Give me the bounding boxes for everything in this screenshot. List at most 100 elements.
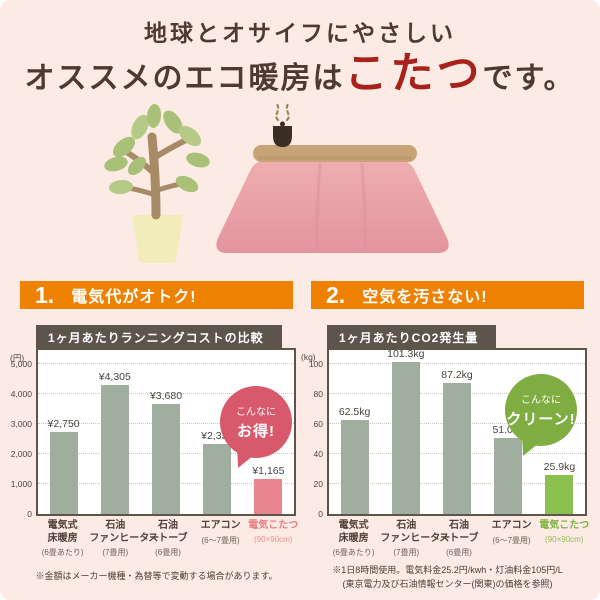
bar [100,384,129,514]
x-axis-category: エアコン (6〜7畳用) [195,520,247,558]
category-name: 電気式 床暖房 [338,520,369,544]
bar-slot: 101.3kg [380,348,431,514]
gridline [329,363,585,364]
bar-value-label: ¥2,750 [47,417,80,430]
x-axis-category: 電気こたつ (90×90cm) [247,520,299,558]
category-sub-label: (6〜7畳用) [201,535,240,545]
category-name: 電気式 床暖房 [47,520,78,544]
co2-section-banner: 2. 空気を汚さない! [311,281,584,309]
y-axis-tick-label: 40 [313,449,323,459]
x-axis-category: 石油 ファンヒーター (7畳用) [89,520,160,558]
x-axis-category: 石油 ストーブ (6畳用) [433,520,485,558]
category-name: 石油 ファンヒーター [89,520,160,544]
bar-value-label: ¥4,305 [98,370,131,383]
bar [391,362,420,514]
y-axis-unit: (円) [10,353,25,363]
badge-line2: お得! [237,423,275,440]
y-axis-tick-label: 3,000 [10,419,32,429]
y-axis-tick-label: 5,000 [10,359,32,369]
bar-value-label: 25.9kg [543,461,576,474]
category-sub-label: (6〜7畳用) [492,535,531,545]
bar-slot: 62.5kg [329,406,380,514]
category-sub-label: (7畳用) [102,548,129,557]
co2-x-axis-labels: 電気式 床暖房 (6畳あたり) 石油 ファンヒーター (7畳用) 石油 ストーブ (6畳用… [327,516,591,558]
y-axis-unit: (kg) [301,352,316,362]
page-header: 地球とオサイフにやさしい オススメのエコ暖房はこたつです。 [0,0,600,99]
category-name: 電気こたつ [248,520,299,531]
savings-badge: こんなに お得! [220,386,292,471]
x-axis-category: 石油 ストーブ (6畳用) [142,520,194,558]
co2-bars: 62.5kg 101.3kg 87.2kg 51.0kg 25.9kg [329,348,585,514]
co2-chart-card: 1ヶ月あたりCO2発生量 (kg) 0 20 40 60 80 100 62.5kg 101… [301,325,589,558]
bar-value-label: ¥1,165 [252,465,285,478]
co2-footnote: ※1日8時間使用。電気料金25.2円/kwh・灯油料金105円/L (東京電力及… [311,564,584,592]
section-number: 2. [326,281,346,308]
bar-slot: ¥4,305 [89,371,140,514]
y-axis-tick-label: 100 [308,359,323,369]
category-sub-label: (7畳用) [393,548,420,557]
cost-chart-panel: (円) 0 1,000 2,000 3,000 4,000 5,000 ¥2,750 ¥4,… [10,348,296,519]
y-axis-tick-label: 80 [313,389,323,399]
bar [254,479,283,514]
y-axis-tick-label: 1,000 [10,479,32,489]
bar-value-label: 87.2kg [441,369,473,382]
y-axis-tick-label: 0 [318,509,323,519]
category-name: エアコン [200,520,241,531]
chart-sections: 1. 電気代がオトク! 1ヶ月あたりランニングコストの比較 (円) 0 1,000… [0,281,600,592]
bar [340,420,369,514]
gridline [38,363,294,364]
y-axis-tick-label: 0 [27,509,32,519]
kotatsu-highlight-text: こたつ [344,51,483,98]
bar-value-label: ¥3,680 [149,389,183,402]
badge-line1: こんなに [521,395,561,406]
category-name: 石油 ファンヒーター [380,520,451,544]
footnote-line: (東京電力及び石油情報センター(関東)の価格を参照) [342,578,553,589]
category-sub-label: (6畳あたり) [41,548,84,557]
bar-value-label: 101.3kg [387,348,425,361]
x-axis-category: 電気式 床暖房 (6畳あたり) [328,520,380,558]
section-label: 空気を汚さない! [362,289,488,306]
co2-chart-panel: (kg) 0 20 40 60 80 100 62.5kg 101.3kg 87.2kg 51.… [301,348,587,519]
kotatsu-icon [216,145,449,253]
category-sub-label: (6畳用) [446,548,472,557]
kotatsu-illustration [0,102,600,271]
bar [152,403,180,514]
x-axis-category: エアコン (6〜7畳用) [486,520,538,558]
cost-section-banner: 1. 電気代がオトク! [20,281,293,309]
section-label: 電気代がオトク! [71,289,197,306]
category-sub-label: (90×90cm) [545,534,584,544]
section-co2: 2. 空気を汚さない! 1ヶ月あたりCO2発生量 (kg) 0 20 40 60 80 1… [301,281,589,592]
bar [203,443,232,514]
category-name: 電気こたつ [539,520,590,531]
x-axis-category: 石油 ファンヒーター (7畳用) [380,520,451,558]
badge-line1: こんなに [236,407,276,418]
bar [443,383,471,514]
illustration-svg [104,102,449,263]
cost-x-axis-labels: 電気式 床暖房 (6畳あたり) 石油 ファンヒーター (7畳用) 石油 ストーブ (6畳用… [36,516,300,558]
footnote-line: ※金額はメーカー機種・為替等で変動する場合があります。 [35,571,278,581]
category-sub-label: (90×90cm) [254,534,293,544]
y-axis-tick-label: 20 [313,479,323,489]
cost-chart-title: 1ヶ月あたりランニングコストの比較 [36,325,282,350]
x-axis-category: 電気こたつ (90×90cm) [538,520,590,558]
bar-slot: ¥3,680 [140,390,191,514]
bar [494,437,523,514]
cost-bars: ¥2,750 ¥4,305 ¥3,680 ¥2,335 ¥1,165 [38,350,294,514]
y-axis-tick-label: 2,000 [10,449,32,459]
bar-slot: ¥2,750 [38,417,89,514]
footnote-line: ※1日8時間使用。電気料金25.2円/kwh・灯油料金105円/L [332,565,563,575]
section-cost: 1. 電気代がオトク! 1ヶ月あたりランニングコストの比較 (円) 0 1,000… [10,281,298,592]
cost-footnote: ※金額はメーカー機種・為替等で変動する場合があります。 [20,570,293,584]
page-title-line2: オススメのエコ暖房はこたつです。 [0,50,600,99]
clean-badge: こんなに クリーン! [505,374,577,459]
x-axis-category: 電気式 床暖房 (6畳あたり) [37,520,89,558]
bar [545,475,574,514]
cost-chart-card: 1ヶ月あたりランニングコストの比較 (円) 0 1,000 2,000 3,000 4,… [10,325,298,558]
page-title-line1: 地球とオサイフにやさしい [144,21,456,46]
title-suffix: です。 [482,62,576,95]
teapot-icon [273,121,292,147]
y-axis-tick-label: 4,000 [10,389,32,399]
steam-icon [275,102,290,122]
category-name: エアコン [491,520,532,531]
